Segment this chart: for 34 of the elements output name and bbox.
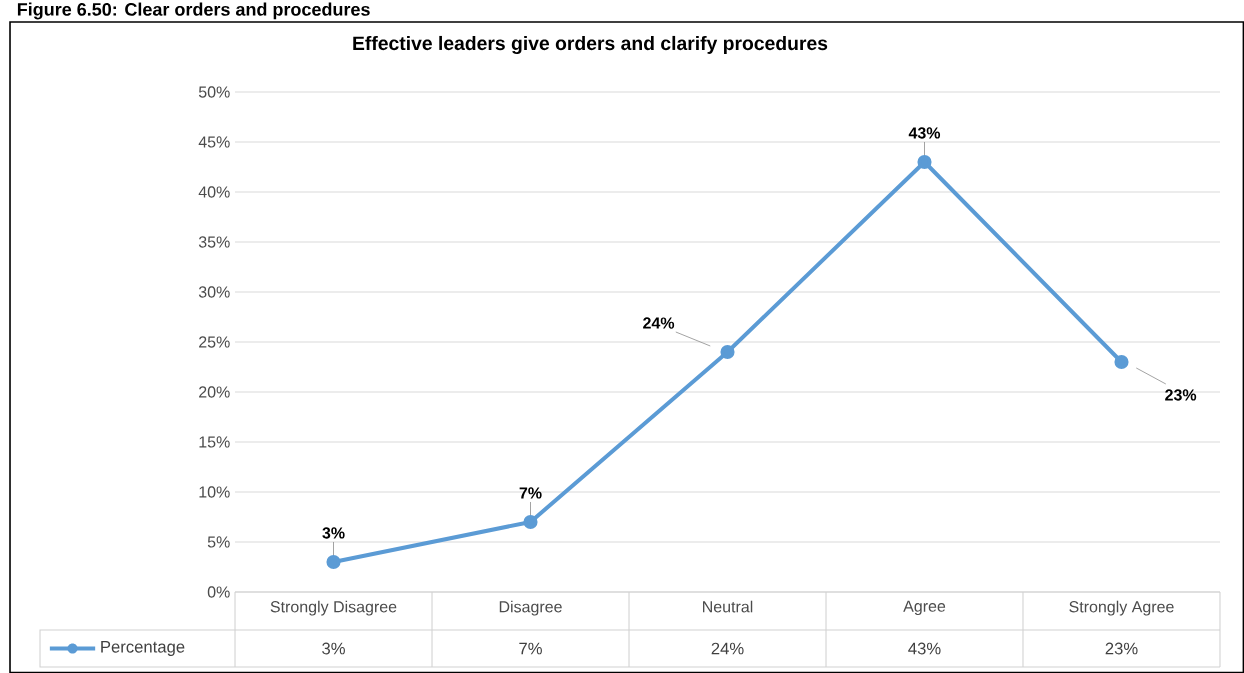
point [326, 554, 341, 570]
x-tick-label: Disagree [499, 600, 562, 616]
y-tick-label: 20% [199, 386, 230, 398]
data-label: 23% [1105, 642, 1138, 655]
point [1114, 354, 1129, 370]
x-tick-label: Strongly Disagree [270, 600, 397, 616]
y-tick-label: 0% [207, 586, 230, 598]
point [917, 154, 932, 170]
y-tick-label: 10% [199, 486, 230, 498]
text: 23% [1165, 389, 1197, 401]
x-tick-label: Agree [903, 600, 946, 616]
text: 43% [908, 127, 941, 139]
y-tick-label: 5% [207, 536, 230, 548]
point [523, 514, 538, 530]
x-tick-label: Neutral [703, 600, 753, 613]
x-tick-label: Strongly Agree [1069, 600, 1174, 616]
y-tick-label: 30% [198, 286, 230, 298]
y-tick-label: 25% [199, 336, 230, 348]
text: 7% [519, 487, 542, 499]
caption: Figure 6.50: Clear orders and procedures [17, 2, 370, 20]
y-tick-label: 15% [199, 436, 230, 448]
y-tick-label: 40% [198, 186, 230, 198]
data-label: 3% [322, 642, 345, 655]
y-tick-label: 35% [198, 236, 230, 248]
point [720, 344, 735, 360]
data-label: 43% [908, 642, 941, 655]
data-label: 7% [519, 642, 542, 655]
chart-title: Effective leaders give orders and clarify procedures [353, 35, 828, 55]
y-tick-label: 45% [198, 136, 230, 148]
y-tick-label: 50% [198, 86, 230, 98]
text: 24% [643, 317, 675, 329]
text: 3% [322, 527, 345, 539]
data-label: 24% [711, 642, 744, 655]
legend-label: Percentage [101, 641, 185, 656]
